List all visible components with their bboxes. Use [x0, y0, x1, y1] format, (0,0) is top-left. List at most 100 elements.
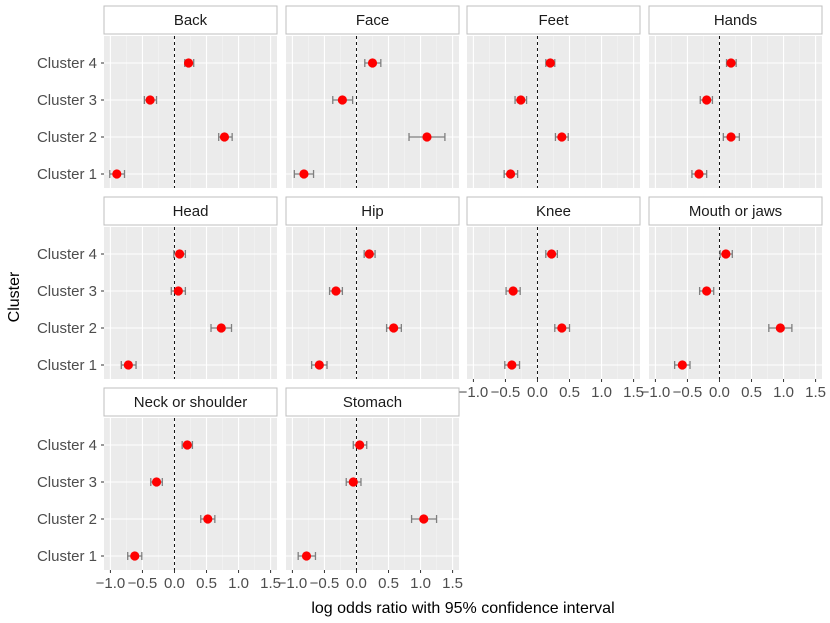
x-axis-title: log odds ratio with 95% confidence inter…	[311, 600, 614, 617]
x-tick-label: 1.0	[773, 384, 794, 401]
data-point-group	[310, 360, 328, 370]
data-point	[299, 169, 309, 179]
data-point	[364, 249, 374, 259]
facet-strip-label: Knee	[536, 203, 571, 220]
data-point	[130, 551, 140, 561]
facet-strip	[648, 5, 823, 35]
data-point	[389, 323, 399, 333]
data-point-group	[210, 323, 233, 333]
data-point-group	[364, 58, 382, 68]
data-point	[545, 58, 555, 68]
data-point-group	[410, 514, 438, 524]
x-tick-label: 0.0	[164, 575, 185, 592]
x-tick-label: 1.5	[442, 575, 463, 592]
data-point-group	[200, 514, 216, 524]
data-point-group	[725, 58, 737, 68]
axes: Cluster 4 Cluster 3 Cluster 2 Cluster 1 Clus…	[37, 55, 826, 592]
data-point-group	[385, 323, 402, 333]
facet-head: Head	[103, 196, 278, 379]
data-point-group	[297, 551, 317, 561]
x-tick-label: 0.5	[741, 384, 762, 401]
facet-strip-label: Head	[173, 203, 209, 220]
data-point-group	[691, 169, 708, 179]
data-point-group	[218, 132, 233, 142]
data-point-group	[120, 360, 137, 370]
data-point	[546, 249, 557, 259]
x-tick-label: 0.5	[559, 384, 580, 401]
data-point	[173, 286, 183, 296]
data-point	[726, 132, 736, 142]
data-point-group	[545, 58, 556, 68]
facet-strip	[103, 196, 278, 226]
data-point	[123, 360, 133, 370]
data-point-group	[345, 477, 362, 487]
x-tick-label: 0.5	[378, 575, 399, 592]
data-point-group	[332, 95, 354, 105]
data-point	[419, 514, 429, 524]
facet-strip	[285, 387, 460, 417]
data-point	[337, 95, 347, 105]
data-point	[505, 169, 516, 179]
y-tick-label: Cluster 4	[37, 55, 97, 72]
data-point	[331, 286, 341, 296]
data-point-group	[514, 95, 528, 105]
data-point-group	[699, 95, 714, 105]
data-point-group	[127, 551, 143, 561]
facet-strip-label: Face	[356, 12, 389, 29]
data-point	[367, 58, 378, 68]
facet-strip	[285, 5, 460, 35]
data-point	[507, 360, 517, 370]
data-point	[355, 440, 365, 450]
x-tick-label: −0.5	[128, 575, 158, 592]
y-tick-label: Cluster 3	[37, 92, 97, 109]
x-tick-label: −0.5	[673, 384, 703, 401]
data-point	[219, 132, 230, 142]
facet-panels: Back Face Feet Hands Head Hip Knee Mouth or jaw…	[103, 5, 823, 570]
y-tick-label: Cluster 4	[37, 246, 97, 263]
facet-strip-label: Neck or shoulder	[134, 394, 247, 411]
x-tick-label: 0.0	[527, 384, 548, 401]
facet-hip: Hip	[285, 196, 460, 379]
data-point-group	[408, 132, 446, 142]
facet-strip	[466, 5, 641, 35]
facet-knee: Knee	[466, 196, 641, 379]
facet-strip-label: Mouth or jaws	[689, 203, 782, 220]
data-point-group	[673, 360, 691, 370]
y-tick-label: Cluster 1	[37, 166, 97, 183]
data-point	[721, 249, 731, 259]
data-point	[151, 477, 162, 487]
data-point	[694, 169, 704, 179]
data-point-group	[328, 286, 344, 296]
data-point	[702, 95, 712, 105]
data-point	[422, 132, 432, 142]
facet-strip-label: Stomach	[343, 394, 402, 411]
x-tick-label: −0.5	[310, 575, 340, 592]
data-point	[508, 286, 518, 296]
facet-strip-label: Feet	[538, 12, 569, 29]
data-point	[301, 551, 312, 561]
data-point-group	[173, 249, 187, 259]
y-tick-label: Cluster 2	[37, 129, 97, 146]
data-point-group	[181, 440, 194, 450]
x-tick-label: −0.5	[491, 384, 521, 401]
data-point-group	[363, 249, 376, 259]
data-point	[557, 323, 567, 333]
facet-strip	[103, 387, 278, 417]
x-tick-label: 1.0	[410, 575, 431, 592]
facet-neck-or-shoulder: Neck or shoulder	[103, 387, 278, 570]
x-tick-label: 1.0	[228, 575, 249, 592]
facet-hands: Hands	[648, 5, 823, 188]
data-point	[203, 514, 213, 524]
data-point	[677, 360, 687, 370]
facet-strip	[103, 5, 278, 35]
data-point-group	[504, 360, 521, 370]
data-point	[516, 95, 526, 105]
data-point-group	[143, 95, 158, 105]
y-tick-label: Cluster 1	[37, 548, 97, 565]
data-point	[557, 132, 567, 142]
facet-back: Back	[103, 5, 278, 188]
data-point-group	[170, 286, 187, 296]
data-point-group	[293, 169, 315, 179]
data-point-group	[183, 58, 195, 68]
facet-mouth-or-jaws: Mouth or jaws	[648, 196, 823, 379]
